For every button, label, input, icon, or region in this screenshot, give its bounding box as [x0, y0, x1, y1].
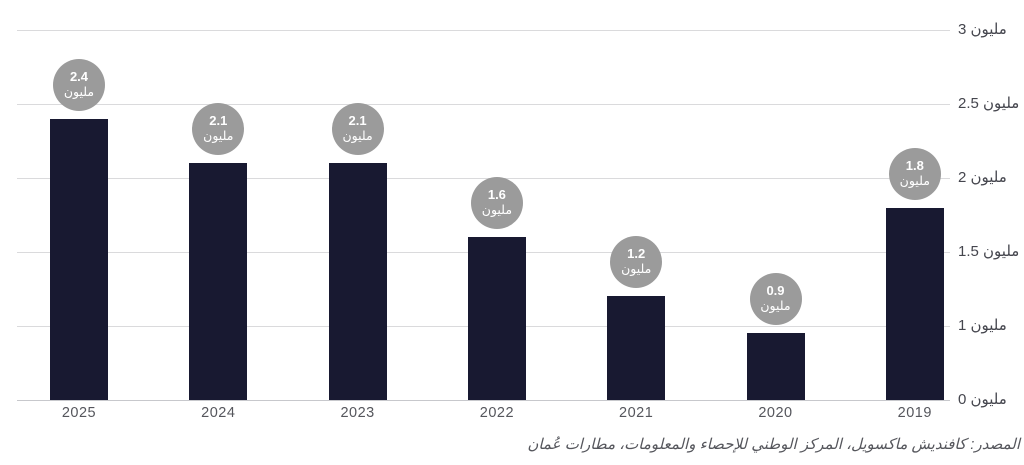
- y-axis-label: 0 مليون: [958, 391, 1007, 408]
- value-badge-2025: 2.4 مليون: [53, 58, 105, 111]
- bar-2019: [885, 207, 944, 400]
- x-axis-label-2019: 2019: [897, 405, 932, 421]
- value-badge-2019: 1.8 مليون: [888, 147, 941, 200]
- badge-value: 1.2: [627, 246, 646, 262]
- y-axis-label: 2 مليون: [958, 169, 1007, 186]
- value-badge-2023: 2.1 مليون: [331, 103, 384, 156]
- gridline: [17, 178, 950, 179]
- x-axis-label-2023: 2023: [340, 405, 375, 421]
- gridline: [17, 400, 950, 401]
- bar-2025: [50, 118, 108, 400]
- badge-value: 1.6: [487, 187, 506, 203]
- bar-2023: [328, 163, 387, 400]
- y-axis-label: 2.5 مليون: [958, 95, 1020, 112]
- source-caption: المصدر: كافنديش ماكسويل، المركز الوطني ل…: [527, 436, 1020, 453]
- x-axis-label-2022: 2022: [479, 405, 515, 421]
- x-axis-label-2025: 2025: [61, 405, 97, 421]
- badge-value: 2.1: [209, 113, 228, 129]
- gridline: [17, 104, 950, 105]
- badge-unit: مليون: [203, 129, 234, 144]
- bar-2024: [189, 163, 248, 400]
- y-axis-label: 1.5 مليون: [958, 243, 1020, 260]
- badge-unit: مليون: [481, 203, 513, 218]
- value-badge-2022: 1.6 مليون: [470, 177, 523, 230]
- x-axis-label-2020: 2020: [758, 405, 793, 421]
- badge-value: 2.4: [69, 68, 89, 84]
- y-axis-label: 1 مليون: [958, 317, 1007, 334]
- badge-unit: مليون: [621, 262, 652, 277]
- bar-2020: [746, 333, 805, 400]
- y-axis-label: 3 مليون: [958, 21, 1007, 38]
- badge-value: 2.1: [348, 113, 367, 129]
- badge-value: 1.8: [905, 157, 924, 173]
- x-axis-label-2021: 2021: [619, 405, 654, 421]
- gridline: [17, 30, 950, 31]
- value-badge-2024: 2.1 مليون: [192, 103, 245, 156]
- value-badge-2021: 1.2 مليون: [610, 236, 663, 289]
- badge-unit: مليون: [63, 84, 95, 99]
- value-badge-2020: 0.9 مليون: [749, 273, 802, 326]
- x-axis-label-2024: 2024: [201, 405, 236, 421]
- bar-2022: [467, 237, 526, 400]
- badge-unit: مليون: [899, 173, 930, 188]
- badge-unit: مليون: [760, 299, 791, 314]
- bar-2021: [607, 296, 666, 400]
- badge-value: 0.9: [766, 283, 785, 299]
- badge-unit: مليون: [342, 129, 373, 144]
